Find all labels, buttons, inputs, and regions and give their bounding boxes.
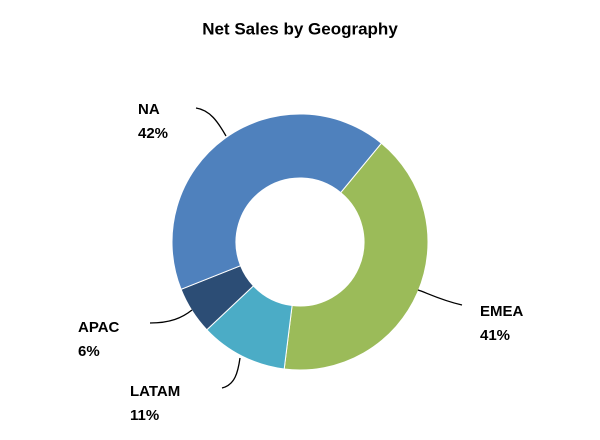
slice xyxy=(283,142,429,371)
category-label: APAC xyxy=(78,319,120,336)
category-label: EMEA xyxy=(480,303,524,320)
leader-line xyxy=(221,357,241,389)
value-label: 41% xyxy=(480,327,510,344)
chart-title: Net Sales by Geography xyxy=(202,19,398,38)
leader-line xyxy=(417,289,463,306)
value-label: 11% xyxy=(130,407,159,424)
category-label: NA xyxy=(138,101,160,118)
category-label: LATAM xyxy=(130,383,180,400)
slice xyxy=(171,113,383,290)
leader-line xyxy=(195,107,227,137)
leader-line xyxy=(149,309,193,324)
value-label: 6% xyxy=(78,343,100,360)
value-label: 42% xyxy=(138,125,168,142)
